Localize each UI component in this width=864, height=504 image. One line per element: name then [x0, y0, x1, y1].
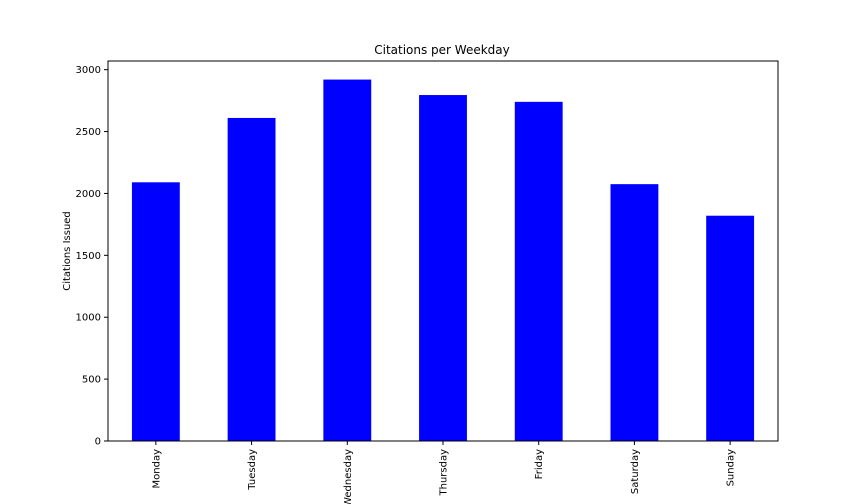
x-tick-label: Friday — [534, 449, 545, 479]
x-axis: Monday Tuesday Wednesday Thursday Friday Satu… — [151, 441, 737, 504]
x-tick-label: Thursday — [439, 449, 450, 497]
plot-frame — [107, 60, 779, 442]
y-axis-label: Citations Issued — [62, 211, 73, 291]
y-tick-label: 3000 — [76, 65, 101, 76]
x-tick-label: Monday — [151, 449, 162, 489]
bar-sunday — [706, 215, 755, 441]
bars-layer — [131, 79, 755, 442]
bar-wednesday — [323, 79, 372, 441]
y-tick-label: 1000 — [76, 313, 101, 324]
y-tick-label: 2500 — [76, 127, 101, 138]
y-tick-label: 0 — [95, 437, 101, 448]
x-tick-label: Wednesday — [343, 449, 354, 504]
bar-friday — [514, 101, 563, 441]
x-tick-label: Tuesday — [247, 449, 258, 491]
bar-saturday — [610, 184, 659, 441]
y-axis: 0 500 1000 1500 2000 2500 3000 — [76, 65, 108, 448]
bar-tuesday — [227, 117, 276, 441]
chart-title: Citations per Weekday — [374, 43, 510, 57]
x-tick-label: Sunday — [726, 449, 737, 486]
x-tick-label: Saturday — [630, 449, 641, 494]
bar-monday — [131, 182, 180, 442]
y-tick-label: 500 — [82, 375, 101, 386]
y-tick-label: 1500 — [76, 251, 101, 262]
bar-thursday — [419, 95, 467, 441]
y-tick-label: 2000 — [76, 189, 101, 200]
